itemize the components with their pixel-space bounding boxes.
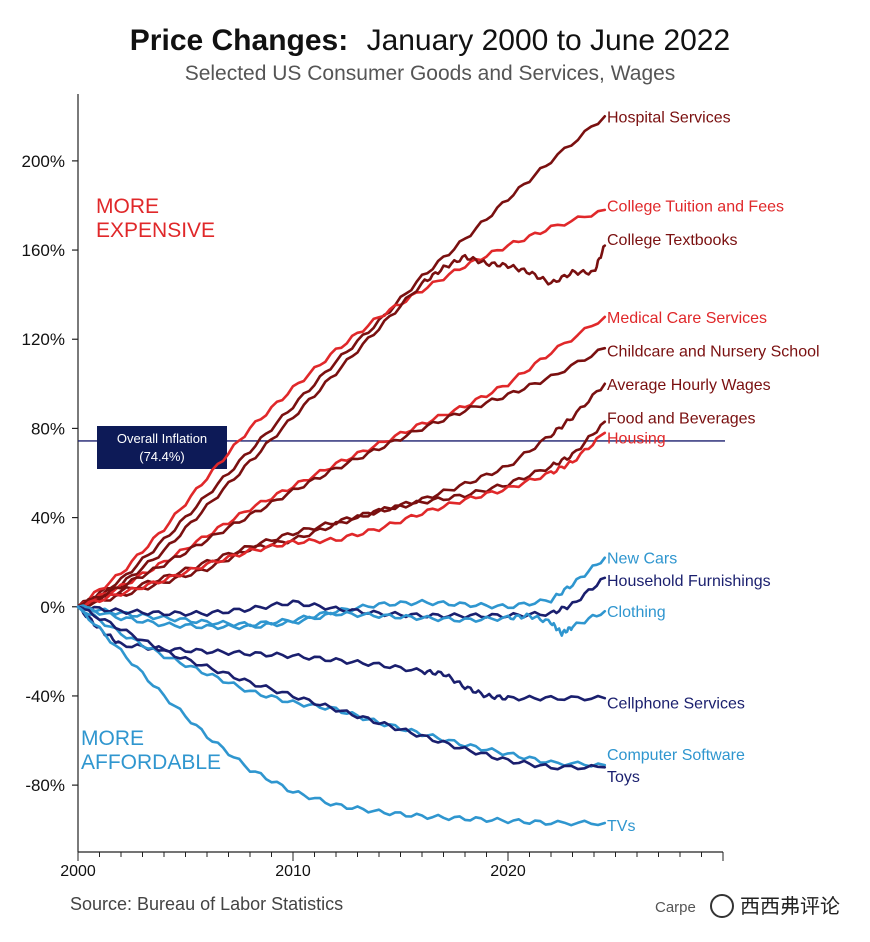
chart-title: Price Changes: January 2000 to June 2022	[130, 24, 730, 57]
chart-title-bold: Price Changes:	[130, 24, 348, 57]
x-tick-label-2010: 2010	[275, 863, 311, 880]
series-label-toys: Toys	[607, 769, 640, 786]
series-line-toys	[76, 605, 607, 771]
watermark-background	[700, 887, 860, 925]
more-affordable-line2: AFFORDABLE	[81, 751, 221, 774]
y-tick-label-2: 120%	[22, 330, 65, 349]
overall-inflation-label-line2: (74.4%)	[139, 449, 185, 464]
series-line-food-and-beverages	[76, 420, 607, 609]
series-line-hospital-services	[76, 115, 607, 609]
y-tick-label-7: -80%	[25, 776, 65, 795]
chart-title-rest: January 2000 to June 2022	[367, 24, 731, 57]
y-tick-label-0: 200%	[22, 152, 65, 171]
series-line-college-tuition-and-fees	[76, 208, 607, 609]
series-labels: Hospital Services College Tuition and Fee…	[607, 109, 820, 835]
more-affordable-line1: MORE	[81, 727, 144, 750]
series-line-new-cars	[76, 556, 607, 628]
x-axis: 2000 2010 2020	[60, 851, 724, 880]
more-expensive-line1: MORE	[96, 195, 159, 218]
series-label-household-furnishings: Household Furnishings	[607, 573, 771, 590]
y-tick-label-5: 0%	[40, 598, 65, 617]
y-tick-label-6: -40%	[25, 687, 65, 706]
x-tick-label-2020: 2020	[490, 863, 526, 880]
y-axis: 200% 160% 120% 80% 40% 0% -40% -80%	[22, 94, 79, 852]
series-line-household-furnishings	[76, 576, 607, 620]
series-label-housing: Housing	[607, 430, 666, 447]
series-label-food-and-beverages: Food and Beverages	[607, 410, 756, 427]
series-label-hospital-services: Hospital Services	[607, 109, 731, 126]
series-label-computer-software: Computer Software	[607, 747, 745, 764]
series-label-college-textbooks: College Textbooks	[607, 232, 737, 249]
chart-subtitle: Selected US Consumer Goods and Services,…	[185, 62, 676, 85]
series-lines	[76, 115, 607, 827]
y-tick-label-4: 40%	[31, 509, 65, 528]
series-line-tvs	[76, 605, 607, 827]
series-label-medical-care-services: Medical Care Services	[607, 310, 767, 327]
overall-inflation-label-line1: Overall Inflation	[117, 431, 207, 446]
series-line-childcare-and-nursery-school	[76, 346, 607, 609]
overall-inflation-reference: Overall Inflation (74.4%)	[78, 426, 725, 469]
source-note: Source: Bureau of Labor Statistics	[70, 894, 343, 914]
series-line-clothing	[76, 605, 607, 637]
y-tick-label-1: 160%	[22, 241, 65, 260]
credit-note: Carpe	[655, 899, 696, 916]
series-label-childcare-and-nursery-school: Childcare and Nursery School	[607, 343, 820, 360]
wechat-icon	[710, 894, 734, 918]
series-label-tvs: TVs	[607, 818, 635, 835]
more-affordable-label: MORE AFFORDABLE	[81, 727, 221, 774]
series-line-college-textbooks	[76, 244, 607, 609]
series-label-clothing: Clothing	[607, 604, 666, 621]
more-expensive-label: MORE EXPENSIVE	[96, 195, 215, 242]
series-line-computer-software	[76, 605, 607, 768]
y-tick-label-3: 80%	[31, 419, 65, 438]
series-label-average-hourly-wages: Average Hourly Wages	[607, 377, 771, 394]
more-expensive-line2: EXPENSIVE	[96, 219, 215, 242]
series-line-housing	[76, 431, 607, 609]
watermark-text: 西西弗评论	[740, 895, 840, 918]
watermark: 西西弗评论	[700, 887, 860, 925]
x-tick-label-2000: 2000	[60, 863, 96, 880]
series-label-cellphone-services: Cellphone Services	[607, 696, 745, 713]
series-label-college-tuition-and-fees: College Tuition and Fees	[607, 198, 784, 215]
series-line-average-hourly-wages	[76, 382, 607, 609]
overall-inflation-box	[97, 426, 227, 469]
series-line-medical-care-services	[76, 315, 607, 609]
series-label-new-cars: New Cars	[607, 551, 677, 568]
